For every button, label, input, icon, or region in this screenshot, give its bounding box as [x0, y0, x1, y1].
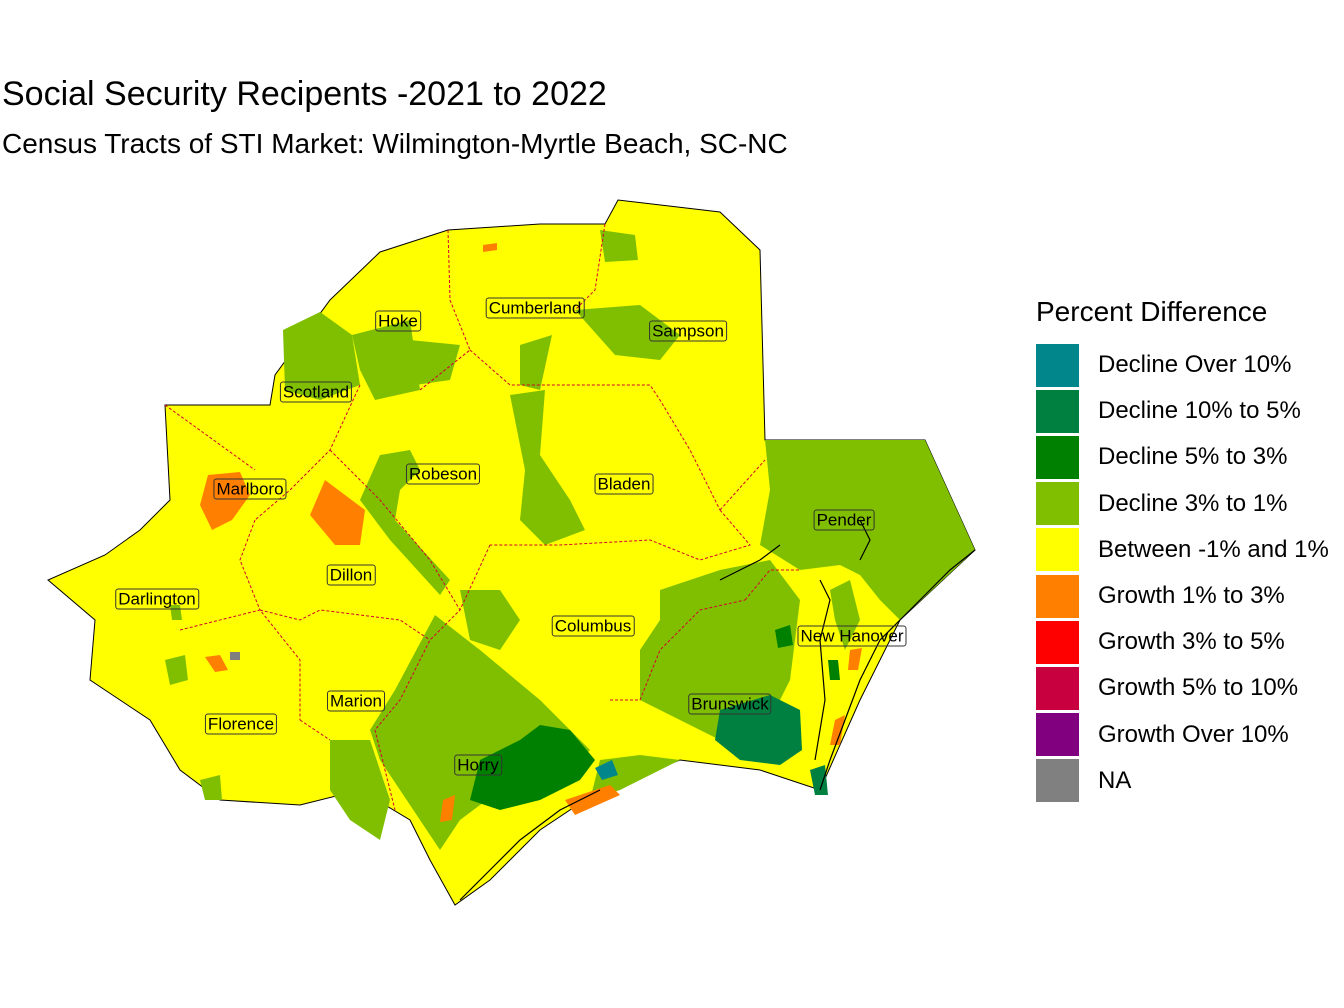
legend-swatch: [1036, 482, 1079, 526]
county-label-cumberland: Cumberland: [485, 297, 585, 319]
legend-item: Decline Over 10%: [1036, 342, 1342, 388]
legend-label: Between -1% and 1%: [1098, 535, 1329, 563]
county-label-sampson: Sampson: [649, 320, 727, 342]
legend-item: Growth Over 10%: [1036, 712, 1342, 758]
legend-title: Percent Difference: [1036, 296, 1268, 327]
legend-label: Decline 3% to 1%: [1098, 489, 1288, 517]
census-tract-map: [47, 199, 976, 906]
map-subtitle: Census Tracts of STI Market: Wilmington-…: [2, 128, 788, 159]
legend-item: Decline 10% to 5%: [1036, 388, 1342, 434]
county-label-columbus: Columbus: [551, 615, 635, 637]
legend-item: Growth 1% to 3%: [1036, 573, 1342, 619]
county-label-horry: Horry: [454, 754, 502, 776]
county-label-hoke: Hoke: [375, 310, 421, 332]
legend-item: Growth 3% to 5%: [1036, 619, 1342, 665]
county-label-scotland: Scotland: [279, 381, 353, 403]
growth-1-to-3-areas: [200, 243, 862, 822]
legend-swatch: [1036, 759, 1079, 803]
legend-item: Growth 5% to 10%: [1036, 665, 1342, 711]
county-label-brunswick: Brunswick: [688, 693, 772, 715]
legend-label: Growth 1% to 3%: [1098, 582, 1285, 610]
county-label-pender: Pender: [813, 509, 875, 531]
county-label-florence: Florence: [204, 713, 278, 735]
legend-swatch: [1036, 574, 1079, 618]
legend-label: Decline Over 10%: [1098, 351, 1292, 379]
coastline: [459, 519, 976, 901]
legend-item: Between -1% and 1%: [1036, 527, 1342, 573]
legend-swatch: [1036, 343, 1079, 387]
legend-label: NA: [1098, 766, 1132, 794]
legend-item: Decline 3% to 1%: [1036, 481, 1342, 527]
county-label-new-hanover: New Hanover: [797, 625, 907, 647]
legend-label: Decline 5% to 3%: [1098, 443, 1288, 471]
decline-10-to-5-areas: [715, 695, 828, 795]
legend-swatch: [1036, 713, 1079, 757]
map-title: Social Security Recipents -2021 to 2022: [2, 75, 607, 113]
county-label-dillon: Dillon: [326, 564, 376, 586]
county-label-darlington: Darlington: [115, 588, 199, 610]
legend-label: Growth 3% to 5%: [1098, 628, 1285, 656]
county-boundaries: [164, 223, 800, 811]
legend-item: NA: [1036, 758, 1342, 804]
legend-swatch: [1036, 666, 1079, 710]
legend-swatch: [1036, 620, 1079, 664]
county-label-robeson: Robeson: [405, 463, 481, 485]
na-areas: [230, 652, 240, 660]
county-label-marlboro: Marlboro: [213, 478, 287, 500]
legend-label: Growth 5% to 10%: [1098, 674, 1299, 702]
map-area: Hoke Cumberland Sampson Scotland Robeson…: [47, 199, 976, 906]
decline-over-10-areas: [595, 760, 618, 780]
county-label-bladen: Bladen: [594, 473, 654, 495]
legend-label: Growth Over 10%: [1098, 720, 1289, 748]
county-label-marion: Marion: [327, 690, 385, 712]
legend-swatch: [1036, 528, 1079, 572]
legend-item: Decline 5% to 3%: [1036, 434, 1342, 480]
legend-swatch: [1036, 435, 1079, 479]
legend: Percent Difference Decline Over 10% Decli…: [1036, 296, 1342, 804]
decline-5-to-3-areas: [470, 625, 840, 810]
legend-label: Decline 10% to 5%: [1098, 397, 1301, 425]
legend-items: Decline Over 10% Decline 10% to 5% Decline…: [1036, 342, 1342, 804]
legend-swatch: [1036, 389, 1079, 433]
